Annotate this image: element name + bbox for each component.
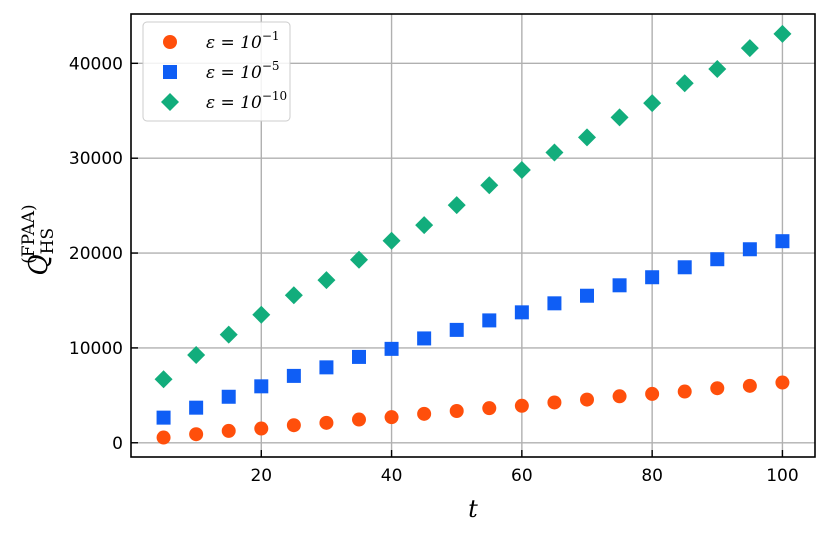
y-tick-label: 20000 bbox=[69, 244, 123, 264]
data-point-square bbox=[319, 360, 334, 375]
data-point-diamond bbox=[415, 216, 434, 235]
data-point-diamond bbox=[610, 108, 629, 127]
y-tick-label: 10000 bbox=[69, 339, 123, 359]
data-point-square bbox=[482, 313, 497, 328]
data-point-square bbox=[514, 305, 529, 320]
data-point-circle bbox=[775, 375, 790, 390]
legend-box bbox=[142, 21, 291, 122]
data-point-square bbox=[254, 379, 269, 394]
data-point-diamond bbox=[512, 161, 531, 180]
data-point-diamond bbox=[447, 196, 466, 215]
data-point-circle bbox=[417, 406, 432, 421]
data-point-square bbox=[742, 242, 757, 257]
data-points bbox=[154, 24, 792, 445]
data-point-circle bbox=[352, 412, 366, 427]
legend-marker-circle bbox=[163, 35, 177, 49]
data-point-diamond bbox=[643, 94, 662, 113]
data-point-circle bbox=[189, 427, 204, 442]
axis-ticks: 20 40 60 80 100 0 10000 20000 30000 40000 bbox=[69, 54, 799, 486]
series-square bbox=[156, 234, 790, 425]
legend-label: ε = 10−5 bbox=[206, 59, 280, 83]
legend-marker-square bbox=[163, 65, 177, 79]
data-point-square bbox=[645, 270, 660, 285]
data-point-diamond bbox=[350, 250, 368, 269]
x-tick-label: 60 bbox=[511, 466, 533, 486]
data-point-circle bbox=[580, 392, 594, 407]
y-axis-title: QHS(FPAA) bbox=[19, 204, 58, 275]
data-point-diamond bbox=[773, 24, 792, 43]
data-point-diamond bbox=[252, 305, 271, 324]
data-point-circle bbox=[384, 410, 399, 425]
plot-frame bbox=[130, 13, 816, 458]
legend-label: ε = 10−1 bbox=[206, 29, 280, 53]
svg-text:QHS(FPAA): QHS(FPAA) bbox=[19, 204, 58, 275]
data-point-square bbox=[221, 389, 236, 404]
series-diamond bbox=[154, 24, 792, 389]
data-point-square bbox=[189, 400, 204, 415]
data-point-circle bbox=[449, 403, 464, 418]
legend-marker-diamond bbox=[161, 93, 179, 111]
data-point-circle bbox=[710, 381, 725, 396]
y-axis-title-sup: (FPAA) bbox=[19, 204, 39, 264]
y-tick-label: 40000 bbox=[69, 54, 123, 74]
x-axis-title: t bbox=[468, 495, 478, 523]
data-point-diamond bbox=[284, 286, 303, 305]
data-point-circle bbox=[319, 415, 334, 430]
legend-label: ε = 10−10 bbox=[206, 89, 287, 113]
data-point-circle bbox=[645, 386, 660, 401]
data-point-diamond bbox=[219, 325, 238, 344]
y-tick-label: 30000 bbox=[69, 149, 123, 169]
series-circle bbox=[156, 375, 790, 445]
data-point-diamond bbox=[740, 39, 759, 58]
data-point-square bbox=[775, 234, 790, 249]
data-point-circle bbox=[547, 395, 562, 410]
data-point-diamond bbox=[545, 143, 564, 162]
y-axis-title-main: Q bbox=[24, 254, 54, 275]
data-point-square bbox=[612, 278, 627, 293]
data-point-square bbox=[156, 410, 171, 425]
data-point-diamond bbox=[187, 346, 206, 365]
data-point-circle bbox=[677, 384, 692, 399]
data-point-diamond bbox=[154, 370, 173, 389]
x-tick-label: 20 bbox=[250, 466, 272, 486]
data-point-circle bbox=[482, 401, 497, 416]
data-point-circle bbox=[254, 421, 269, 436]
data-point-square bbox=[449, 322, 464, 337]
data-point-square bbox=[677, 260, 692, 275]
data-point-square bbox=[547, 296, 562, 311]
data-point-circle bbox=[514, 398, 529, 413]
data-point-diamond bbox=[480, 176, 499, 195]
data-point-square bbox=[384, 341, 399, 356]
y-tick-label: 0 bbox=[112, 434, 123, 454]
legend: ε = 10−1 ε = 10−5 ε = 10−10 bbox=[142, 21, 291, 122]
data-point-square bbox=[286, 368, 301, 383]
x-tick-label: 100 bbox=[766, 466, 798, 486]
data-point-circle bbox=[286, 418, 301, 433]
data-point-square bbox=[710, 252, 725, 267]
data-point-circle bbox=[612, 389, 627, 404]
data-point-circle bbox=[156, 430, 171, 445]
data-point-diamond bbox=[675, 74, 694, 93]
data-point-square bbox=[580, 288, 594, 303]
data-point-circle bbox=[221, 423, 236, 438]
data-point-diamond bbox=[317, 271, 336, 290]
data-point-diamond bbox=[708, 60, 727, 79]
data-point-diamond bbox=[382, 231, 401, 250]
x-tick-label: 80 bbox=[641, 466, 663, 486]
data-point-diamond bbox=[578, 128, 596, 147]
data-point-square bbox=[352, 349, 366, 364]
data-point-square bbox=[417, 331, 432, 346]
y-axis-title-sub: HS bbox=[38, 228, 58, 254]
x-tick-label: 40 bbox=[381, 466, 403, 486]
data-point-circle bbox=[742, 378, 757, 393]
